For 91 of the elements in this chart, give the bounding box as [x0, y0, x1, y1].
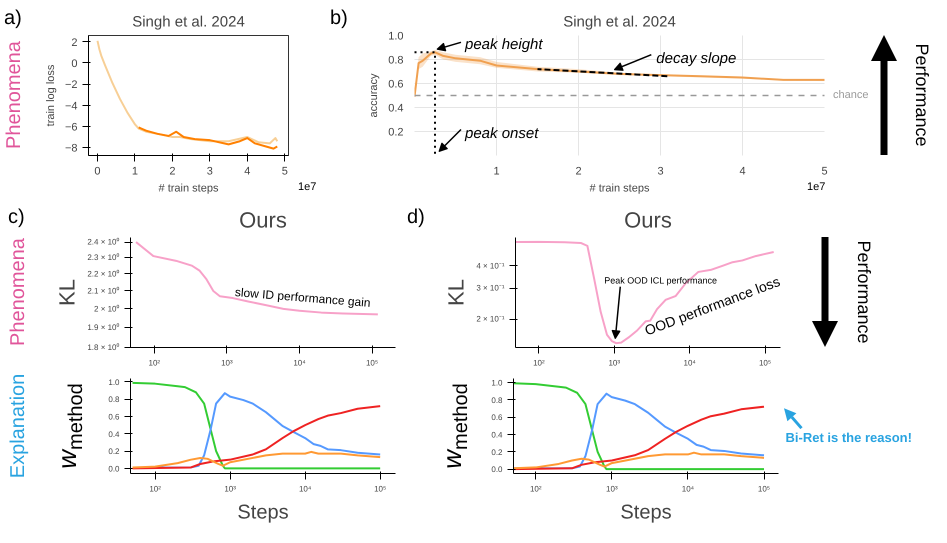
y-tick-label: 3 × 10⁻¹	[476, 284, 505, 293]
annotation: decay slope	[656, 50, 736, 68]
chart-title: Singh et al. 2024	[132, 14, 245, 30]
annotation: slow ID performance gain	[234, 285, 372, 310]
x-tick-label: 4	[244, 166, 250, 178]
text: c)	[8, 206, 25, 228]
chart-title: Ours	[239, 208, 287, 232]
text: Phenomena	[3, 41, 25, 149]
y-tick-label: 2 × 10⁻¹	[476, 314, 505, 324]
text: d)	[407, 206, 425, 228]
x-tick-label: 10⁵	[759, 358, 772, 368]
x-tick-label: 10⁴	[682, 484, 695, 494]
y-tick-label: 2	[71, 36, 78, 49]
y-tick-label: 1.0	[108, 378, 120, 387]
y-tick-label: 4 × 10⁻¹	[476, 261, 505, 270]
x-tick-label: 10³	[608, 358, 620, 368]
y-tick-label: 0.4	[491, 430, 504, 440]
y-tick-label: 0	[71, 58, 78, 70]
y-tick-label: 0.8	[491, 396, 504, 405]
x-axis-title: # train steps	[158, 182, 219, 194]
x-axis-title: Steps	[237, 502, 289, 524]
annotation: peak height	[464, 36, 544, 53]
ref-line-label: chance	[833, 88, 868, 102]
y-tick-label: 0.6	[108, 412, 120, 422]
y-tick-label: 1.9 × 10⁰	[87, 323, 120, 332]
y-tick-label: 0.4	[108, 430, 120, 439]
x-tick-label: 2	[169, 166, 176, 178]
y-tick-label: 0.8	[108, 395, 120, 404]
y-tick-label: 2.3 × 10⁰	[87, 253, 120, 262]
x-tick-label: 3	[657, 166, 664, 178]
y-tick-label: 0.0	[108, 464, 120, 474]
x-tick-label: 10³	[221, 358, 234, 368]
x-axis-title: # train steps	[590, 182, 650, 194]
x-tick-label: 5	[821, 166, 828, 178]
text: a)	[4, 7, 22, 29]
y-tick-label: 0.0	[491, 465, 504, 474]
text: Phenomena	[7, 238, 29, 346]
y-tick-label: 1.0	[491, 378, 504, 388]
x-tick-label: 1	[493, 166, 500, 178]
text: Performance	[853, 240, 874, 344]
x-tick-label: 10⁵	[758, 484, 770, 494]
y-tick-label: 2.2 × 10⁰	[87, 269, 120, 278]
annotation: Bi-Ret is the reason!	[786, 430, 912, 446]
x-tick-label: 10³	[606, 484, 618, 494]
y-tick-label: 2.4 × 10⁰	[87, 238, 120, 247]
x-tick-label: 5	[282, 166, 288, 178]
y-tick-label: 0.4	[388, 102, 404, 114]
x-tick-label: 10²	[530, 484, 542, 494]
x-tick-label: 1	[132, 166, 138, 178]
x-tick-label: 10²	[149, 484, 162, 494]
y-tick-label: 2.1 × 10⁰	[87, 286, 120, 296]
y-tick-label: 0.6	[491, 413, 504, 422]
chart-title: Singh et al. 2024	[563, 14, 676, 30]
x-tick-label: 10²	[148, 358, 160, 368]
text: b)	[330, 7, 348, 29]
y-tick-label: −8	[64, 142, 78, 155]
x-tick-label: 3	[206, 166, 213, 178]
y-tick-label: 0.2	[108, 447, 120, 456]
y-axis-title: train log loss	[44, 64, 57, 126]
x-axis-title: Steps	[620, 502, 672, 524]
y-tick-label: −6	[64, 121, 78, 134]
text: Explanation	[7, 373, 29, 478]
chart-title: Ours	[624, 208, 672, 232]
x-tick-label: 4	[739, 166, 746, 178]
y-tick-label: 2 × 10⁰	[94, 304, 120, 314]
y-tick-label: 1.0	[388, 30, 404, 42]
y-tick-label: 1.8 × 10⁰	[87, 343, 120, 352]
x-tick-label: 10⁴	[298, 484, 312, 494]
y-tick-label: 0.6	[388, 78, 404, 90]
y-tick-label: 0.8	[388, 54, 404, 66]
x-tick-label: 10³	[224, 484, 236, 494]
x-tick-label: 10⁴	[684, 358, 696, 368]
x-tick-label: 10⁵	[374, 484, 386, 494]
x-tick-label: 10²	[533, 358, 545, 368]
y-axis-title: accuracy	[368, 72, 380, 118]
text: 1e7	[298, 180, 316, 194]
line-series	[96, 40, 278, 144]
line-series	[138, 126, 278, 150]
y-tick-label: 0.2	[388, 126, 404, 138]
y-axis-title: KL	[54, 279, 80, 306]
x-tick-label: 10⁴	[293, 358, 306, 368]
y-tick-label: −4	[64, 100, 78, 112]
text: 1e7	[807, 180, 826, 194]
annotation: Peak OOD ICL performance	[604, 276, 717, 286]
x-tick-label: 10⁵	[366, 358, 378, 368]
y-tick-label: 0.2	[491, 448, 504, 457]
text: Performance	[911, 43, 932, 147]
y-tick-label: −2	[64, 79, 78, 92]
y-axis-title: KL	[443, 279, 468, 306]
x-tick-label: 2	[575, 166, 582, 178]
annotation: peak onset	[464, 125, 540, 142]
